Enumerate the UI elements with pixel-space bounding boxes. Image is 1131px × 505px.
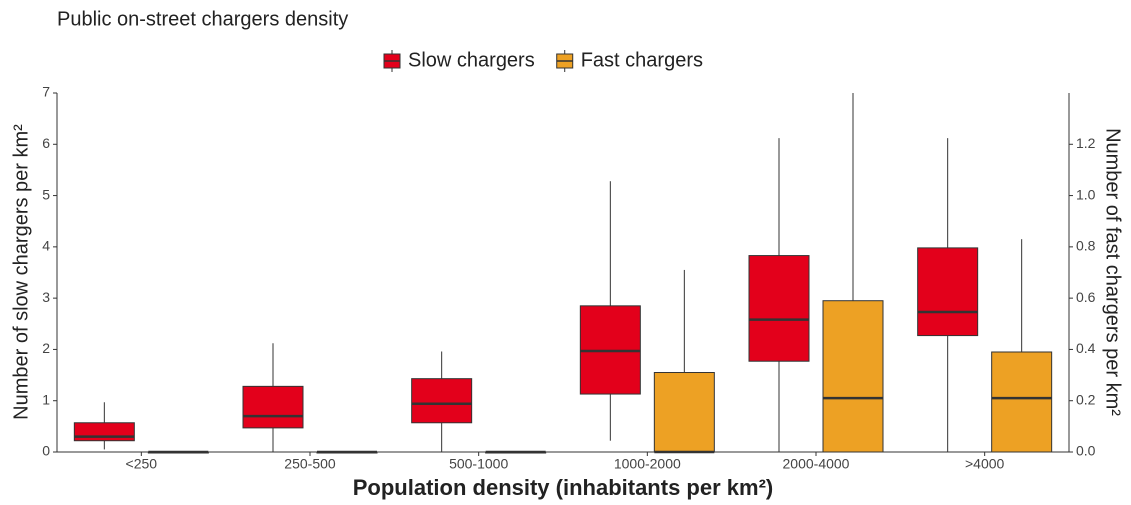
y2-tick-label: 0.0 (1076, 443, 1096, 459)
box (73, 422, 135, 442)
y-tick-label: 5 (42, 186, 50, 202)
x-tick-label: >4000 (965, 456, 1005, 472)
chart-title: Public on-street chargers density (57, 8, 348, 30)
x-axis-label: Population density (inhabitants per km²) (353, 475, 773, 500)
y-tick-label: 2 (42, 340, 50, 356)
box (991, 351, 1053, 453)
y2-tick-label: 1.0 (1076, 186, 1096, 202)
y-tick-label: 7 (42, 84, 50, 100)
box (917, 247, 979, 337)
box (748, 255, 810, 362)
box (822, 300, 884, 453)
y2-tick-label: 0.8 (1076, 238, 1096, 254)
legend-label: Slow chargers (408, 49, 535, 71)
y-axis-label: Number of slow chargers per km² (10, 124, 32, 420)
y2-tick-label: 0.2 (1076, 391, 1096, 407)
y2-axis-label: Number of fast chargers per km² (1102, 128, 1124, 416)
y-tick-label: 0 (42, 443, 50, 459)
box (411, 378, 473, 424)
y2-tick-label: 0.6 (1076, 289, 1096, 305)
x-tick-label: <250 (126, 456, 158, 472)
x-tick-label: 250-500 (284, 456, 336, 472)
x-tick-label: 500-1000 (449, 456, 508, 472)
box (653, 372, 715, 453)
legend-label: Fast chargers (581, 49, 703, 71)
y-tick-label: 4 (42, 238, 50, 254)
x-tick-label: 2000-4000 (783, 456, 850, 472)
y2-tick-label: 0.4 (1076, 340, 1096, 356)
y-tick-label: 6 (42, 135, 50, 151)
y-tick-label: 1 (42, 391, 50, 407)
x-tick-label: 1000-2000 (614, 456, 681, 472)
box (242, 385, 304, 429)
y2-tick-label: 1.2 (1076, 135, 1096, 151)
y-tick-label: 3 (42, 289, 50, 305)
